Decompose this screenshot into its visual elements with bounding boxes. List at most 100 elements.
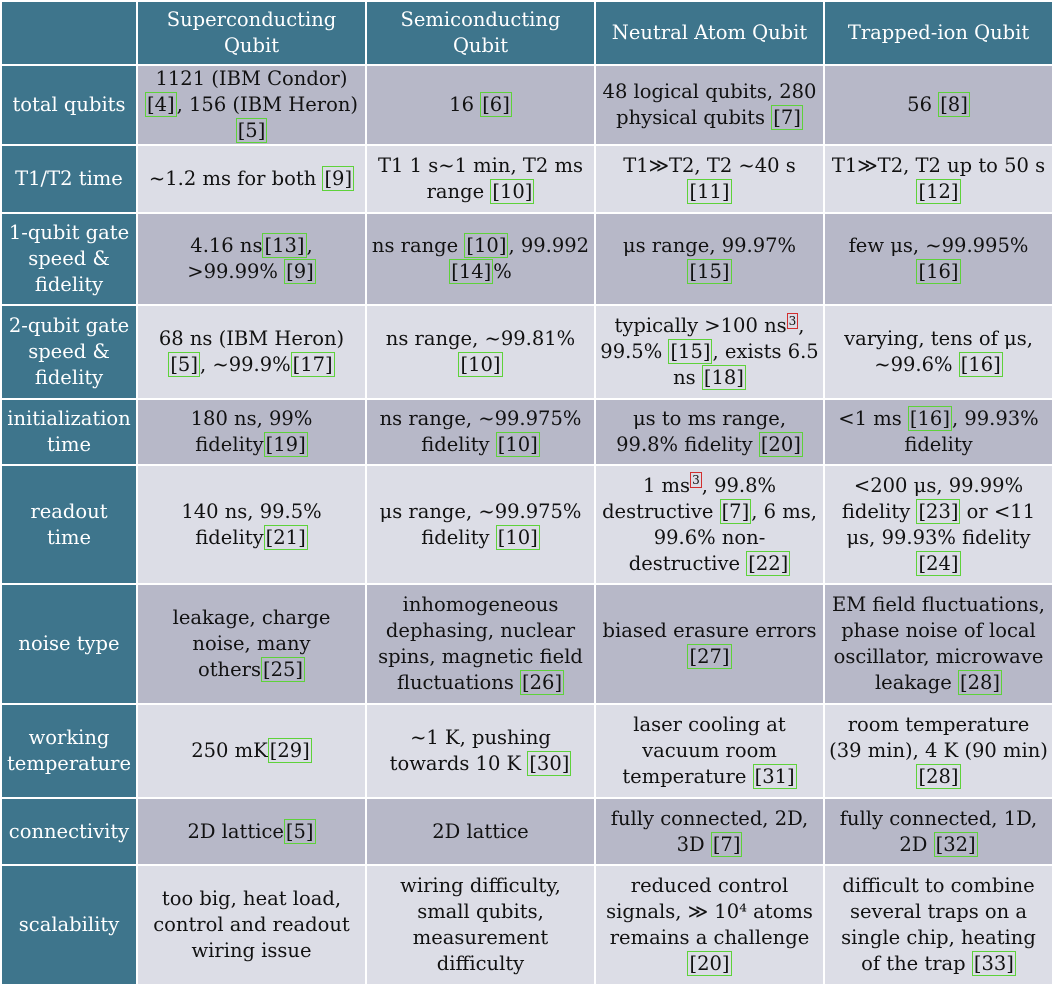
citation-link[interactable]: [32] bbox=[933, 831, 978, 857]
header-row: Superconducting Qubit Semiconducting Qub… bbox=[0, 0, 1052, 66]
citation-link[interactable]: [8] bbox=[938, 92, 970, 117]
cell-text: ns range, ~99.975% fidelity bbox=[379, 407, 582, 456]
citation-link[interactable]: [4] bbox=[144, 92, 177, 117]
citation-link[interactable]: [12] bbox=[916, 179, 961, 204]
citation-link[interactable]: [5] bbox=[168, 352, 200, 377]
citation-link[interactable]: [10] bbox=[464, 233, 509, 258]
row-label: scalability bbox=[0, 864, 138, 986]
citation-link[interactable]: [26] bbox=[520, 670, 565, 695]
citation-link[interactable]: [15] bbox=[687, 259, 732, 284]
citation-link[interactable]: [9] bbox=[284, 259, 316, 284]
citation-link[interactable]: [30] bbox=[527, 751, 572, 776]
cell-text: μs range, 99.97% bbox=[622, 234, 797, 257]
cell-text: , 156 (IBM Heron) bbox=[176, 93, 359, 116]
cell-text: <1 ms bbox=[838, 407, 908, 430]
citation-link[interactable]: [18] bbox=[701, 365, 746, 390]
table-row: scalability too big, heat load, control a… bbox=[0, 864, 1052, 986]
cell-text: 4.16 ns bbox=[190, 234, 263, 257]
citation-link[interactable]: [10] bbox=[458, 352, 503, 377]
citation-link[interactable]: [21] bbox=[263, 524, 308, 550]
cell-text: 16 bbox=[449, 93, 481, 116]
cell-semiconducting: μs range, ~99.975% fidelity [10] bbox=[365, 464, 596, 585]
citation-link[interactable]: [6] bbox=[480, 92, 512, 117]
citation-link[interactable]: [15] bbox=[668, 339, 713, 364]
cell-semiconducting: 16 [6] bbox=[365, 64, 596, 146]
row-label: readout time bbox=[0, 464, 138, 585]
citation-link[interactable]: [33] bbox=[971, 951, 1016, 976]
table-row: readout time 140 ns, 99.5% fidelity [21] μs… bbox=[0, 464, 1052, 585]
citation-link[interactable]: [14] bbox=[449, 259, 494, 284]
cell-text: typically >100 ns bbox=[614, 314, 787, 337]
cell-trapped-ion: fully connected, 1D, 2D [32] bbox=[823, 797, 1052, 866]
row-label: noise type bbox=[0, 583, 138, 705]
cell-text: T1≫T2, T2 up to 50 s bbox=[831, 154, 1046, 177]
citation-link[interactable]: [7] bbox=[771, 105, 803, 130]
cell-text: 2D lattice bbox=[432, 819, 529, 843]
citation-link[interactable]: [17] bbox=[290, 352, 335, 377]
cell-text: ns range, ~99.81% bbox=[385, 327, 576, 350]
cell-text: , ~99.9% bbox=[199, 353, 291, 376]
citation-link[interactable]: [27] bbox=[687, 644, 732, 669]
citation-link[interactable]: [16] bbox=[907, 406, 952, 431]
citation-link[interactable]: [23] bbox=[916, 498, 961, 524]
citation-link[interactable]: [13] bbox=[262, 233, 307, 258]
table-row: 1-qubit gate speed & fidelity 4.16 ns [13]… bbox=[0, 212, 1052, 306]
table-row: connectivity 2D lattice [5] 2D lattice fully… bbox=[0, 797, 1052, 866]
cell-semiconducting: inhomogeneous dephasing, nuclear spins, … bbox=[365, 583, 596, 705]
cell-text: 140 ns, 99.5% fidelity bbox=[181, 499, 322, 549]
cell-trapped-ion: EM field fluctuations, phase noise of lo… bbox=[823, 583, 1052, 705]
citation-link[interactable]: [28] bbox=[958, 670, 1003, 695]
col-header-semiconducting: Semiconducting Qubit bbox=[365, 0, 596, 66]
citation-link[interactable]: [19] bbox=[263, 432, 308, 457]
citation-link[interactable]: [10] bbox=[495, 524, 540, 550]
citation-link[interactable]: [22] bbox=[746, 550, 791, 576]
citation-link[interactable]: [31] bbox=[752, 764, 797, 789]
cell-text: % bbox=[493, 260, 512, 283]
cell-trapped-ion: few μs, ~99.995% [16] bbox=[823, 212, 1052, 306]
cell-neutral-atom: laser cooling at vacuum room temperature… bbox=[594, 703, 825, 799]
citation-link[interactable]: [20] bbox=[758, 432, 803, 457]
citation-link[interactable]: [20] bbox=[687, 951, 732, 976]
row-label: working temperature bbox=[0, 703, 138, 799]
citation-link[interactable]: [24] bbox=[916, 550, 961, 576]
row-label: 1-qubit gate speed & fidelity bbox=[0, 212, 138, 306]
table-row: T1/T2 time ~1.2 ms for both [9] T1 1 s~1 m… bbox=[0, 144, 1052, 214]
citation-link[interactable]: [5] bbox=[235, 118, 268, 143]
citation-link[interactable]: [16] bbox=[958, 352, 1003, 377]
cell-semiconducting: 2D lattice bbox=[365, 797, 596, 866]
cell-trapped-ion: varying, tens of μs, ~99.6% [16] bbox=[823, 304, 1052, 400]
cell-superconducting: ~1.2 ms for both [9] bbox=[136, 144, 367, 214]
table-row: total qubits 1121 (IBM Condor)[4], 156 (I… bbox=[0, 64, 1052, 146]
citation-link[interactable]: [25] bbox=[260, 657, 306, 682]
citation-link[interactable]: [28] bbox=[916, 764, 961, 789]
citation-link[interactable]: [16] bbox=[916, 259, 961, 284]
citation-link[interactable]: [7] bbox=[719, 498, 752, 524]
citation-link[interactable]: [29] bbox=[267, 738, 312, 763]
citation-link[interactable]: [10] bbox=[490, 179, 535, 204]
cell-superconducting: too big, heat load, control and readout … bbox=[136, 864, 367, 986]
cell-text: 1121 (IBM Condor) bbox=[155, 67, 348, 90]
cell-semiconducting: T1 1 s~1 min, T2 ms range [10] bbox=[365, 144, 596, 214]
cell-text: ~1.2 ms for both bbox=[148, 167, 323, 190]
cell-text: wiring difficulty, small qubits, measure… bbox=[400, 874, 561, 975]
cell-text: difficult to combine several traps on a … bbox=[841, 874, 1036, 975]
cell-text: T1≫T2, T2 ~40 s bbox=[623, 154, 796, 177]
citation-link[interactable]: [10] bbox=[495, 432, 540, 457]
cell-text: , 6 ms, 99.6% non-destructive bbox=[628, 499, 817, 575]
table-row: noise type leakage, charge noise, many ot… bbox=[0, 583, 1052, 705]
footnote-marker[interactable]: 3 bbox=[690, 472, 702, 488]
cell-text: , 99.5% bbox=[600, 314, 805, 363]
row-label: connectivity bbox=[0, 797, 138, 866]
cell-text: 180 ns, 99% fidelity bbox=[190, 407, 313, 456]
table-row: initialization time 180 ns, 99% fidelity[… bbox=[0, 398, 1052, 466]
citation-link[interactable]: [11] bbox=[687, 179, 732, 204]
citation-link[interactable]: [7] bbox=[710, 831, 743, 857]
citation-link[interactable]: [9] bbox=[322, 166, 355, 191]
cell-text: , 99.93% fidelity bbox=[904, 407, 1039, 456]
footnote-marker[interactable]: 3 bbox=[786, 312, 799, 329]
citation-link[interactable]: [5] bbox=[283, 818, 316, 844]
cell-text: T1 1 s~1 min, T2 ms range bbox=[378, 154, 583, 203]
cell-text: few μs, ~99.995% bbox=[848, 234, 1029, 257]
cell-superconducting: 250 mK [29] bbox=[136, 703, 367, 799]
